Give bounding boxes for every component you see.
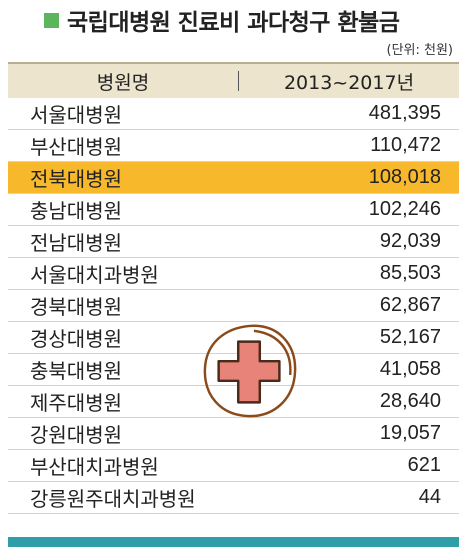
column-header-period: 2013~2017년 bbox=[283, 71, 415, 94]
table-header: 병원명 2013~2017년 bbox=[8, 62, 459, 98]
refund-table: 병원명 2013~2017년 서울대병원 481,395 부산대병원 110,472 전… bbox=[8, 62, 459, 514]
refund-amount: 621 bbox=[407, 454, 441, 476]
refund-amount: 92,039 bbox=[379, 230, 441, 252]
refund-amount: 52,167 bbox=[379, 326, 441, 348]
refund-amount: 28,640 bbox=[379, 390, 441, 412]
hospital-name: 전북대병원 bbox=[30, 167, 122, 191]
table-row: 강원대병원 19,057 bbox=[8, 418, 459, 450]
table-row: 제주대병원 28,640 bbox=[8, 386, 459, 418]
table-row: 부산대치과병원 621 bbox=[8, 450, 459, 482]
page-title: 국립대병원 진료비 과다청구 환불금 bbox=[67, 10, 400, 36]
refund-amount: 85,503 bbox=[379, 262, 441, 284]
table-row: 서울대치과병원 85,503 bbox=[8, 258, 459, 290]
hospital-name: 부산대치과병원 bbox=[30, 455, 159, 479]
hospital-name: 서울대병원 bbox=[30, 103, 122, 127]
bottom-bar bbox=[8, 537, 459, 547]
refund-amount: 19,057 bbox=[379, 422, 441, 444]
refund-amount: 62,867 bbox=[379, 294, 441, 316]
hospital-name: 경상대병원 bbox=[30, 327, 122, 351]
title-row: 국립대병원 진료비 과다청구 환불금 bbox=[44, 2, 400, 38]
refund-amount: 102,246 bbox=[368, 198, 441, 220]
hospital-name: 제주대병원 bbox=[30, 391, 122, 415]
hospital-name: 충남대병원 bbox=[30, 199, 122, 223]
table-row: 전남대병원 92,039 bbox=[8, 226, 459, 258]
refund-amount: 44 bbox=[418, 486, 441, 508]
red-cross-icon bbox=[203, 324, 297, 418]
refund-amount: 481,395 bbox=[368, 102, 441, 124]
column-header-hospital: 병원명 bbox=[96, 71, 150, 94]
table-row: 경상대병원 52,167 bbox=[8, 322, 459, 354]
hospital-name: 강릉원주대치과병원 bbox=[30, 487, 196, 511]
hospital-name: 서울대치과병원 bbox=[30, 263, 159, 287]
refund-amount: 110,472 bbox=[370, 134, 441, 156]
unit-label: (단위: 천원) bbox=[386, 43, 454, 58]
hospital-name: 강원대병원 bbox=[30, 423, 122, 447]
table-row: 강릉원주대치과병원 44 bbox=[8, 482, 459, 514]
refund-amount: 108,018 bbox=[368, 166, 441, 188]
table-row: 경북대병원 62,867 bbox=[8, 290, 459, 322]
hospital-name: 충북대병원 bbox=[30, 359, 122, 383]
table-row: 충북대병원 41,058 bbox=[8, 354, 459, 386]
hospital-name: 전남대병원 bbox=[30, 231, 122, 255]
hospital-name: 경북대병원 bbox=[30, 295, 122, 319]
title-square-icon bbox=[44, 12, 59, 28]
table-row: 부산대병원 110,472 bbox=[8, 130, 459, 162]
hospital-name: 부산대병원 bbox=[30, 135, 122, 159]
table-body: 서울대병원 481,395 부산대병원 110,472 전북대병원 108,018 충남대병… bbox=[8, 98, 459, 514]
header-divider bbox=[238, 71, 239, 91]
table-row: 충남대병원 102,246 bbox=[8, 194, 459, 226]
table-row: 서울대병원 481,395 bbox=[8, 98, 459, 130]
refund-amount: 41,058 bbox=[379, 358, 441, 380]
table-row: 전북대병원 108,018 bbox=[8, 162, 459, 194]
